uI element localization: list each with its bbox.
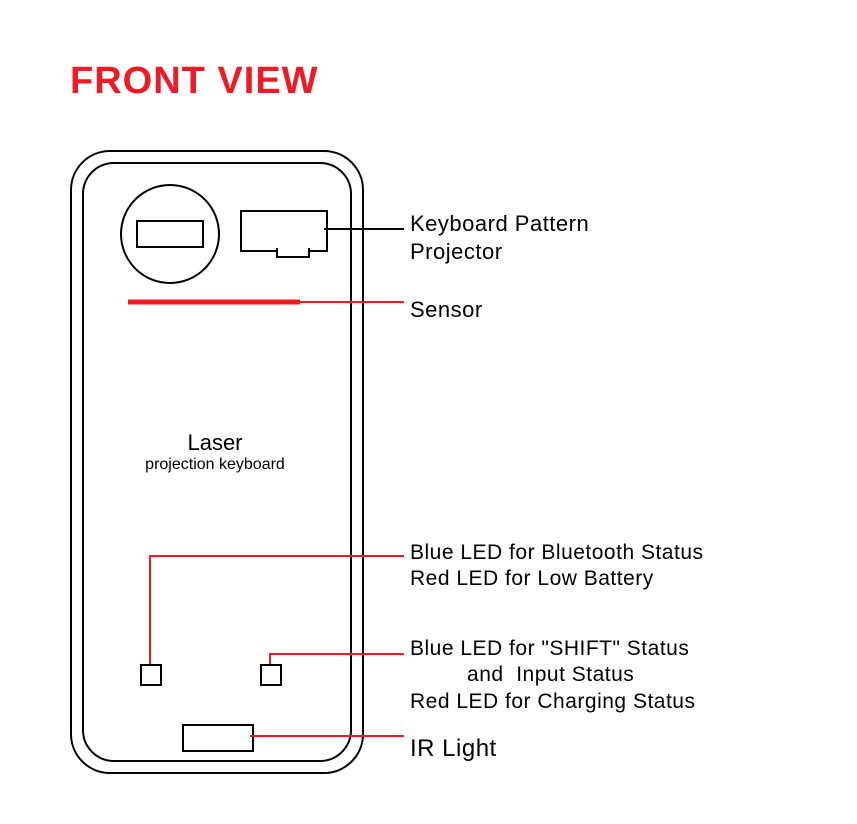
laser-label-line2: projection keyboard bbox=[130, 456, 300, 474]
label-led-right: Blue LED for "SHIFT" Status and Input St… bbox=[410, 636, 695, 715]
laser-label-block: Laser projection keyboard bbox=[130, 430, 300, 474]
label-projector-line1: Keyboard Pattern bbox=[410, 210, 589, 238]
ir-light-window bbox=[182, 724, 254, 752]
label-led-left: Blue LED for Bluetooth Status Red LED fo… bbox=[410, 540, 704, 593]
title-text: FRONT VIEW bbox=[70, 60, 319, 103]
label-projector: Keyboard Pattern Projector bbox=[410, 210, 589, 265]
sensor-window bbox=[240, 210, 328, 252]
label-ir-line1: IR Light bbox=[410, 734, 497, 764]
label-led-right-line3: Red LED for Charging Status bbox=[410, 689, 695, 715]
projector-lens-window bbox=[136, 220, 204, 248]
label-led-left-line2: Red LED for Low Battery bbox=[410, 566, 704, 592]
label-sensor: Sensor bbox=[410, 296, 483, 324]
label-sensor-line1: Sensor bbox=[410, 296, 483, 324]
label-ir: IR Light bbox=[410, 734, 497, 764]
label-led-right-line2: and Input Status bbox=[410, 662, 695, 688]
label-led-right-line1: Blue LED for "SHIFT" Status bbox=[410, 636, 695, 662]
label-led-left-line1: Blue LED for Bluetooth Status bbox=[410, 540, 704, 566]
laser-label-line1: Laser bbox=[130, 430, 300, 456]
diagram-stage: FRONT VIEW Laser projection keyboard Key… bbox=[0, 0, 857, 824]
sensor-notch bbox=[276, 248, 310, 258]
led-right-indicator bbox=[260, 664, 282, 686]
led-left-indicator bbox=[140, 664, 162, 686]
label-projector-line2: Projector bbox=[410, 238, 589, 266]
